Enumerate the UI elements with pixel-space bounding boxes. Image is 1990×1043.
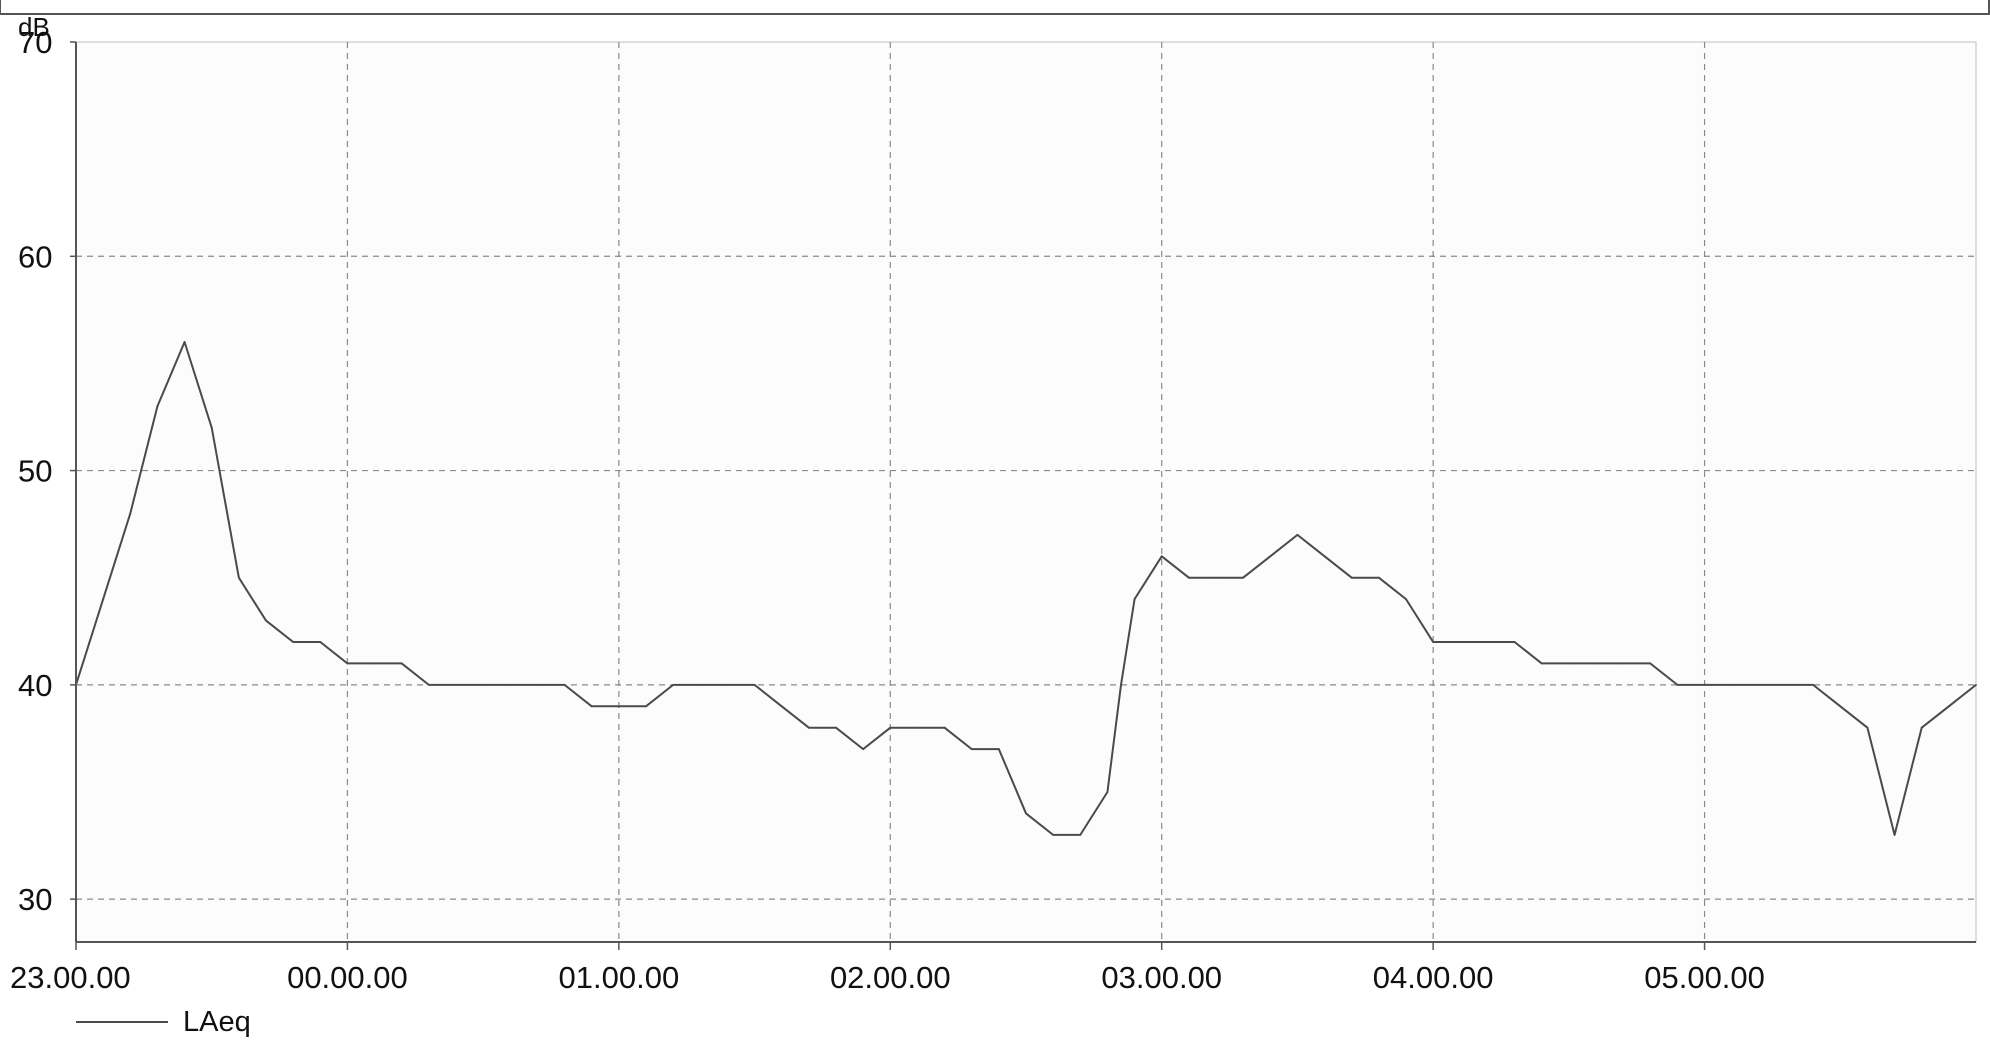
series-point-LAeq-68 [1893, 833, 1896, 836]
series-point-LAeq-39 [1120, 683, 1122, 686]
series-point-LAeq-44 [1242, 576, 1245, 579]
series-point-LAeq-33 [970, 748, 973, 751]
series-point-LAeq-71 [1975, 683, 1977, 686]
series-point-LAeq-70 [1947, 705, 1950, 708]
y-axis-ticks: 30 40 50 60 70 [18, 25, 76, 917]
series-point-LAeq-20 [617, 705, 620, 708]
series-point-LAeq-1 [102, 598, 105, 601]
series-point-LAeq-65 [1812, 683, 1815, 686]
series-point-LAeq-59 [1649, 662, 1652, 665]
series-point-LAeq-60 [1676, 683, 1679, 686]
series-point-LAeq-11 [373, 662, 376, 665]
series-point-LAeq-12 [400, 662, 403, 665]
x-tick-label-5: 04.00.00 [1373, 960, 1494, 995]
series-point-LAeq-18 [563, 683, 566, 686]
y-tick-label-50: 50 [18, 454, 52, 489]
series-point-LAeq-52 [1459, 641, 1462, 643]
grid-lines [76, 42, 1976, 942]
x-tick-label-0: 23.00.00 [10, 960, 131, 995]
y-unit-label: dB [18, 12, 50, 42]
x-tick-label-3: 02.00.00 [830, 960, 951, 995]
x-tick-label-6: 05.00.00 [1644, 960, 1765, 995]
series-point-LAeq-49 [1377, 576, 1380, 579]
series-point-LAeq-7 [265, 619, 267, 622]
series-point-LAeq-3 [156, 405, 159, 408]
series-point-LAeq-69 [1920, 726, 1923, 729]
series-point-LAeq-17 [536, 683, 539, 686]
series-point-LAeq-63 [1757, 683, 1760, 686]
x-axis-ticks: 23.00.00 00.00.00 01.00.00 02.00.00 03.00.00… [10, 942, 1765, 995]
y-tick-label-40: 40 [18, 668, 52, 703]
series-point-LAeq-47 [1323, 555, 1326, 558]
series-point-LAeq-5 [210, 426, 213, 429]
series-point-LAeq-46 [1296, 533, 1299, 536]
series-point-LAeq-35 [1025, 812, 1027, 815]
series-point-LAeq-45 [1269, 555, 1272, 558]
plot-area [75, 41, 1977, 943]
series-point-LAeq-16 [509, 683, 512, 686]
x-tick-label-1: 00.00.00 [287, 960, 408, 995]
series-point-LAeq-10 [346, 662, 349, 665]
axes [75, 42, 1976, 943]
series-point-LAeq-38 [1106, 791, 1109, 793]
series-point-LAeq-53 [1486, 641, 1489, 643]
series-point-LAeq-56 [1567, 662, 1570, 665]
series-point-LAeq-37 [1079, 833, 1082, 836]
series-point-LAeq-21 [645, 705, 647, 708]
series-point-LAeq-4 [183, 341, 186, 343]
y-tick-label-30: 30 [18, 882, 52, 917]
series-point-LAeq-27 [807, 726, 810, 729]
series-point-LAeq-30 [889, 726, 892, 729]
x-tick-label-4: 03.00.00 [1101, 960, 1222, 995]
series-point-LAeq-50 [1405, 598, 1407, 601]
series-point-LAeq-36 [1052, 833, 1055, 836]
series-point-LAeq-13 [427, 683, 430, 686]
series-point-LAeq-48 [1350, 576, 1353, 579]
series-point-LAeq-2 [129, 512, 132, 515]
series-point-LAeq-14 [455, 683, 457, 686]
series-point-LAeq-51 [1432, 641, 1435, 643]
series-point-LAeq-31 [916, 726, 919, 729]
series-point-LAeq-23 [699, 683, 702, 686]
series-point-LAeq-40 [1133, 598, 1136, 601]
y-tick-label-70: 70 [18, 25, 52, 60]
series-point-LAeq-24 [726, 683, 729, 686]
series-point-LAeq-61 [1703, 683, 1706, 686]
series-point-LAeq-54 [1513, 641, 1516, 643]
series-point-LAeq-19 [590, 705, 593, 708]
series-line-LAeq [75, 341, 1977, 836]
series-point-LAeq-32 [943, 726, 946, 729]
series-point-LAeq-42 [1187, 576, 1190, 579]
series-point-LAeq-26 [780, 705, 783, 708]
series-point-LAeq-28 [835, 726, 837, 729]
x-tick-label-2: 01.00.00 [559, 960, 680, 995]
series-point-LAeq-58 [1622, 662, 1625, 665]
series-point-LAeq-66 [1839, 705, 1842, 708]
series-point-LAeq-6 [237, 576, 240, 579]
series-point-LAeq-8 [292, 641, 295, 643]
series-point-LAeq-15 [482, 683, 485, 686]
series-point-LAeq-62 [1730, 683, 1733, 686]
series-point-LAeq-67 [1866, 726, 1869, 729]
legend-label-LAeq: LAeq [183, 1006, 251, 1038]
series-point-LAeq-34 [997, 748, 1000, 751]
series-layer [75, 341, 1977, 836]
series-point-LAeq-29 [862, 748, 865, 751]
series-point-LAeq-22 [672, 683, 675, 686]
series-point-LAeq-64 [1785, 683, 1787, 686]
series-point-LAeq-25 [753, 683, 756, 686]
series-point-LAeq-41 [1160, 555, 1163, 558]
series-point-LAeq-43 [1215, 576, 1217, 579]
series-point-LAeq-55 [1540, 662, 1543, 665]
y-tick-label-60: 60 [18, 239, 52, 274]
series-point-LAeq-57 [1595, 662, 1597, 665]
chart-header-strip [0, 0, 1990, 15]
series-point-LAeq-9 [319, 641, 322, 643]
legend: LAeq [76, 1006, 251, 1038]
